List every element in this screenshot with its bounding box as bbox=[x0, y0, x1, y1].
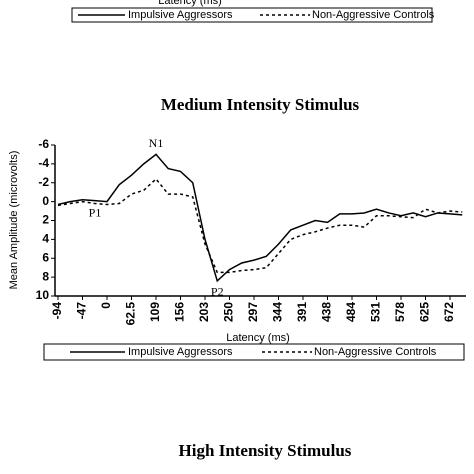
x-tick-label: -94 bbox=[50, 302, 64, 320]
annotation: N1 bbox=[149, 136, 164, 150]
y-tick-label: 0 bbox=[42, 194, 49, 208]
legend-box bbox=[43, 343, 465, 361]
y-tick-label: 8 bbox=[42, 269, 49, 283]
y-tick-label: 2 bbox=[42, 213, 49, 227]
x-tick-label: 672 bbox=[442, 302, 456, 322]
x-tick-label: 203 bbox=[197, 302, 211, 322]
series-line bbox=[57, 153, 463, 283]
x-tick-label: 250 bbox=[222, 302, 236, 322]
y-tick-label: -4 bbox=[38, 156, 49, 170]
legend-label: Non-Aggressive Controls bbox=[312, 9, 435, 21]
x-tick-label: 0 bbox=[99, 302, 113, 309]
x-tick-label: 531 bbox=[369, 302, 383, 322]
y-tick-label: 10 bbox=[36, 288, 50, 302]
x-tick-label: 578 bbox=[393, 302, 407, 322]
annotation: P2 bbox=[211, 285, 224, 299]
x-tick-label: 62.5 bbox=[124, 302, 138, 326]
x-tick-label: 438 bbox=[320, 302, 334, 322]
legend-label: Non-Aggressive Controls bbox=[314, 346, 437, 358]
y-tick-label: 6 bbox=[42, 250, 49, 264]
series-line bbox=[57, 177, 463, 274]
y-axis-label: Mean Amplitude (microvolts) bbox=[8, 151, 20, 290]
x-tick-label: -47 bbox=[75, 302, 89, 320]
next-title: High Intensity Stimulus bbox=[179, 441, 352, 460]
x-tick-label: 344 bbox=[271, 302, 285, 322]
chart-title: Medium Intensity Stimulus bbox=[161, 95, 360, 114]
annotation: P1 bbox=[89, 205, 102, 219]
x-tick-label: 109 bbox=[148, 302, 162, 322]
x-axis-label: Latency (ms) bbox=[226, 332, 290, 344]
y-tick-label: -2 bbox=[38, 175, 49, 189]
x-tick-label: 391 bbox=[295, 302, 309, 322]
x-tick-label: 484 bbox=[344, 302, 358, 322]
y-tick-label: 4 bbox=[42, 232, 49, 246]
cut-x-label: Latency (ms) bbox=[158, 0, 222, 7]
x-tick-label: 156 bbox=[173, 302, 187, 322]
x-tick-label: 625 bbox=[418, 302, 432, 322]
legend-label: Impulsive Aggressors bbox=[128, 346, 233, 358]
legend-box-top bbox=[71, 7, 433, 23]
y-tick-label: -6 bbox=[38, 137, 49, 151]
x-tick-label: 297 bbox=[246, 302, 260, 322]
legend-label: Impulsive Aggressors bbox=[128, 9, 233, 21]
